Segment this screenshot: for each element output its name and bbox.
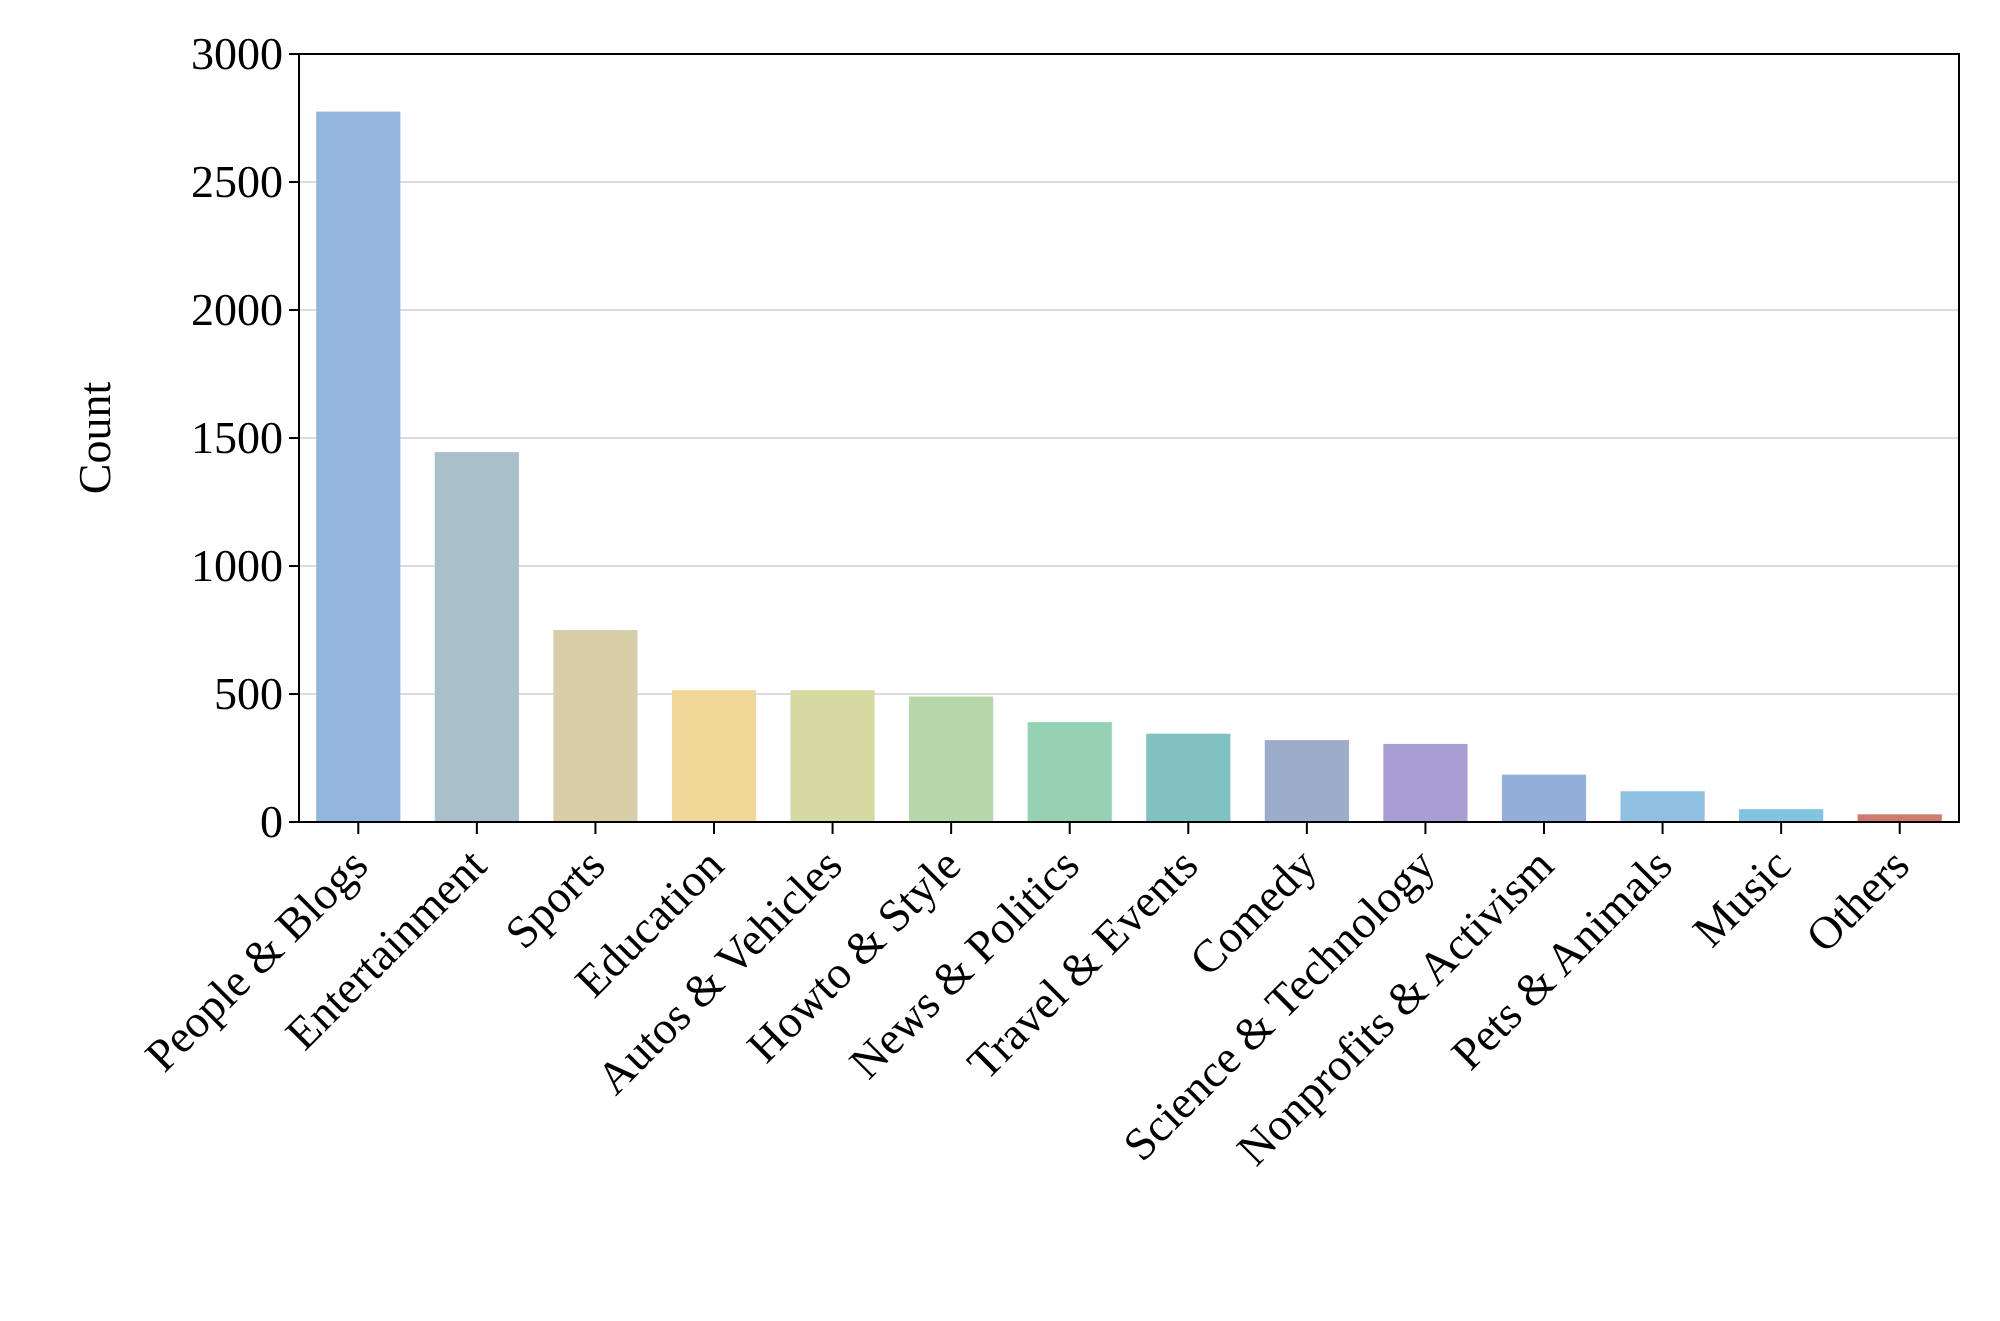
bar [1027,722,1112,822]
y-tick-label: 2500 [191,156,283,207]
bar [1857,814,1942,822]
bar [1739,809,1824,822]
bar [1146,733,1231,822]
y-tick-label: 0 [260,796,283,847]
bar [671,690,757,822]
y-axis-label: Count [69,382,120,495]
bar [1383,743,1468,822]
bar [1501,774,1587,822]
bar [790,690,875,822]
x-tick-label: Music [1683,839,1800,956]
bar [434,452,519,822]
plot-frame [298,53,1960,823]
bar [909,696,994,822]
bar [316,111,401,823]
bar [1264,740,1349,822]
y-tick-label: 1500 [191,412,283,463]
bar [1620,791,1705,822]
bar [553,630,638,822]
y-tick-label: 2000 [191,284,283,335]
x-tick-label: Others [1796,839,1919,962]
y-tick-label: 1000 [191,540,283,591]
y-tick-label: 3000 [191,28,283,79]
y-tick-label: 500 [214,668,283,719]
